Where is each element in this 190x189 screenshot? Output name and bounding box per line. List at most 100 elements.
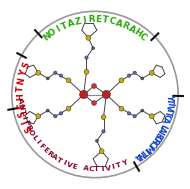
Text: A: A: [127, 24, 137, 35]
Text: I: I: [21, 115, 27, 120]
Text: T: T: [102, 15, 109, 25]
Text: I: I: [34, 139, 40, 145]
Circle shape: [54, 71, 57, 74]
Circle shape: [127, 74, 131, 77]
Text: S: S: [17, 109, 28, 117]
Circle shape: [84, 69, 89, 74]
Text: I: I: [142, 145, 150, 154]
Text: I: I: [55, 25, 62, 34]
Circle shape: [92, 47, 95, 50]
Text: R: R: [121, 21, 130, 32]
Circle shape: [92, 101, 97, 105]
Text: A: A: [156, 124, 167, 133]
Text: A: A: [66, 18, 76, 29]
Text: Z: Z: [74, 17, 82, 27]
Circle shape: [86, 35, 91, 40]
Text: C: C: [88, 166, 94, 172]
Text: B: B: [153, 130, 164, 139]
Text: A: A: [50, 153, 58, 161]
Text: M: M: [142, 141, 154, 153]
Text: L: L: [158, 122, 168, 130]
Circle shape: [102, 90, 111, 99]
Circle shape: [66, 78, 71, 83]
Circle shape: [149, 70, 154, 75]
Text: A: A: [17, 98, 24, 104]
Text: R: R: [24, 124, 32, 132]
Text: N: N: [16, 77, 26, 85]
Text: A: A: [82, 165, 89, 172]
Text: L: L: [30, 134, 38, 141]
Text: R: R: [149, 135, 160, 145]
Text: H: H: [16, 94, 25, 101]
Circle shape: [79, 90, 88, 99]
Circle shape: [54, 115, 57, 118]
Text: Y: Y: [165, 94, 174, 100]
Text: O: O: [27, 129, 35, 137]
Circle shape: [85, 56, 88, 59]
Text: I: I: [62, 159, 66, 166]
Circle shape: [59, 74, 63, 77]
Text: T: T: [138, 147, 148, 157]
Circle shape: [119, 106, 124, 111]
Text: T: T: [116, 162, 122, 169]
Text: C: C: [138, 32, 148, 43]
Circle shape: [141, 77, 144, 80]
Circle shape: [46, 77, 49, 80]
Text: T: T: [19, 109, 26, 115]
Text: R: R: [45, 150, 53, 158]
Circle shape: [101, 115, 106, 120]
Text: A: A: [114, 18, 124, 29]
Text: R: R: [88, 15, 95, 24]
Text: E: E: [71, 163, 78, 170]
Text: T: T: [55, 156, 63, 164]
Text: N: N: [135, 148, 146, 159]
Text: O: O: [151, 132, 162, 143]
Circle shape: [92, 84, 97, 88]
Circle shape: [149, 114, 154, 119]
Circle shape: [127, 112, 131, 115]
Text: F: F: [37, 143, 45, 150]
Circle shape: [95, 139, 98, 142]
Text: A: A: [133, 150, 143, 161]
Text: O: O: [47, 27, 58, 39]
Text: I: I: [146, 141, 155, 149]
Text: Y: Y: [18, 69, 28, 77]
Circle shape: [66, 106, 71, 111]
Circle shape: [133, 115, 136, 118]
Text: E: E: [95, 15, 102, 24]
Text: V: V: [105, 165, 111, 172]
Circle shape: [133, 71, 136, 74]
Circle shape: [59, 112, 63, 115]
Text: A: A: [160, 115, 171, 124]
Text: S: S: [21, 61, 31, 70]
Text: S: S: [23, 124, 34, 133]
Circle shape: [119, 78, 124, 83]
Circle shape: [36, 70, 41, 75]
Text: T: T: [16, 86, 25, 92]
Text: C: C: [147, 137, 158, 147]
Text: H: H: [132, 27, 143, 39]
Circle shape: [36, 114, 41, 119]
Text: V: V: [66, 161, 73, 169]
Text: T: T: [165, 97, 174, 103]
Text: I: I: [20, 118, 30, 124]
Text: P: P: [22, 119, 29, 126]
Circle shape: [12, 11, 178, 178]
Text: I: I: [155, 128, 165, 135]
Text: Y: Y: [121, 160, 128, 167]
Text: T: T: [94, 166, 99, 172]
Text: E: E: [41, 146, 49, 154]
Text: V: V: [164, 103, 174, 111]
Text: N: N: [41, 31, 52, 43]
Text: I: I: [163, 108, 173, 112]
Text: I: I: [112, 164, 116, 170]
Text: I: I: [82, 16, 87, 25]
Text: T: T: [162, 110, 173, 117]
Text: I: I: [101, 166, 104, 172]
Text: C: C: [108, 17, 116, 27]
Text: T: T: [60, 21, 69, 31]
Text: I: I: [165, 102, 174, 106]
Circle shape: [141, 109, 144, 112]
Circle shape: [102, 130, 105, 133]
Circle shape: [99, 149, 104, 154]
